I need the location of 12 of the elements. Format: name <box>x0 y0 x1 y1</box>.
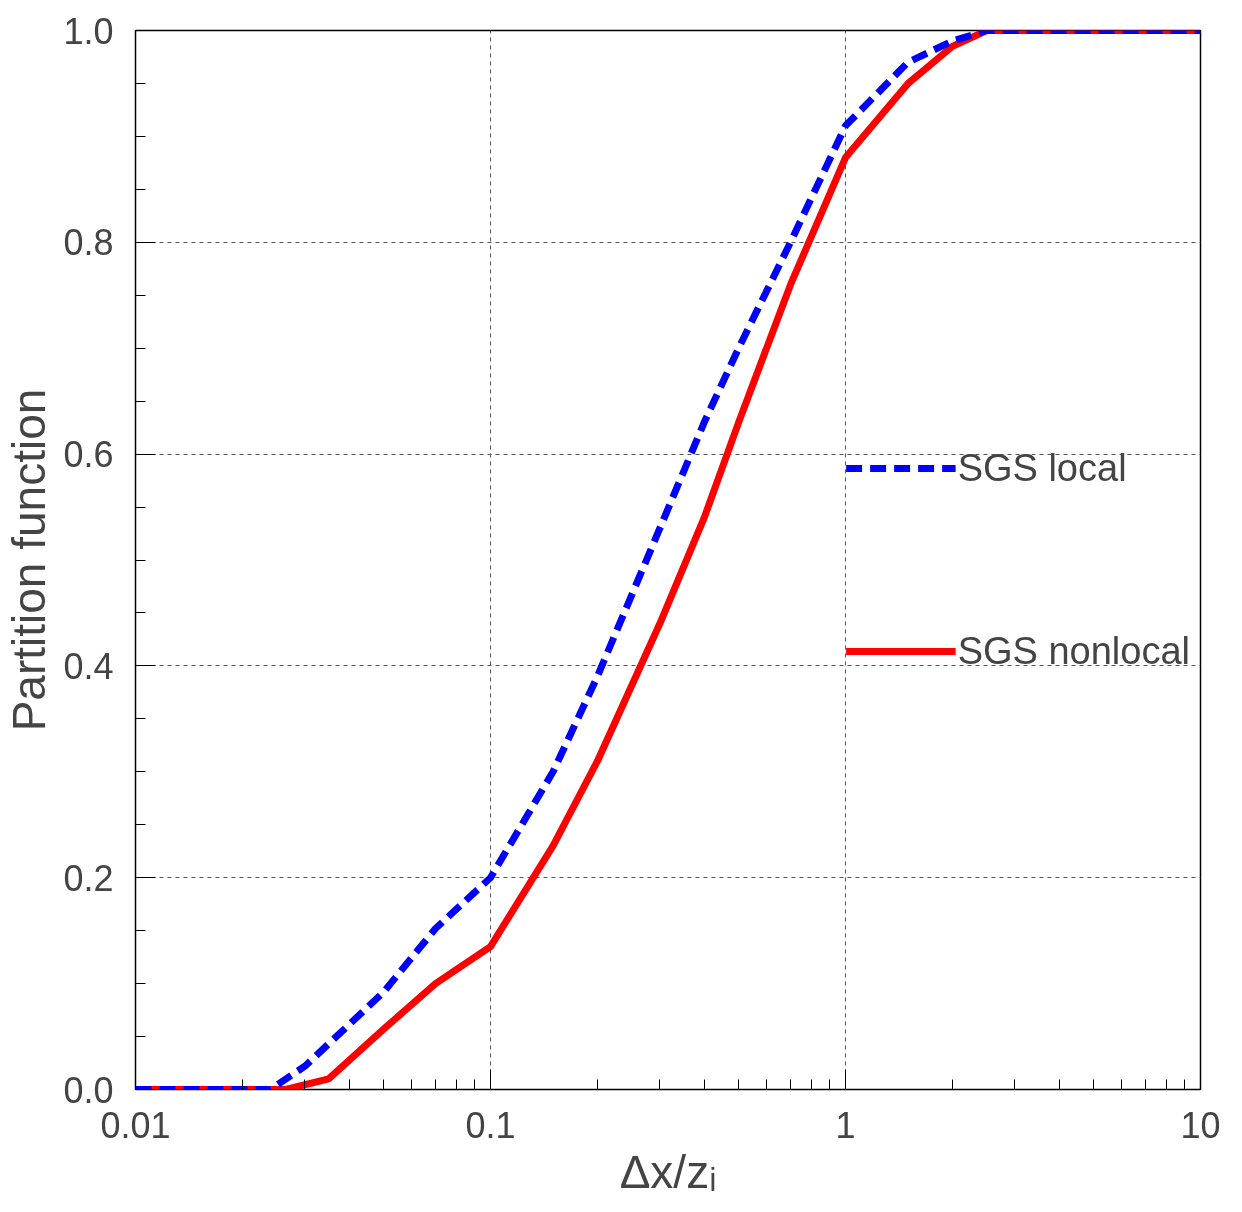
y-tick-label: 0.8 <box>63 222 114 264</box>
y-tick-label: 0.4 <box>63 645 114 687</box>
y-tick-label: 0.6 <box>63 434 114 476</box>
legend-label: SGS nonlocal <box>957 629 1190 673</box>
x-tick-label: 1 <box>835 1104 856 1146</box>
x-tick-label: 0.1 <box>465 1104 516 1146</box>
x-axis-title: Δx/zᵢ <box>619 1145 717 1198</box>
y-tick-label: 1.0 <box>63 10 114 52</box>
y-tick-label: 0.2 <box>63 857 114 899</box>
y-axis-title: Partition function <box>3 388 56 732</box>
legend-label: SGS local <box>957 446 1127 490</box>
x-tick-label: 10 <box>1180 1104 1221 1146</box>
